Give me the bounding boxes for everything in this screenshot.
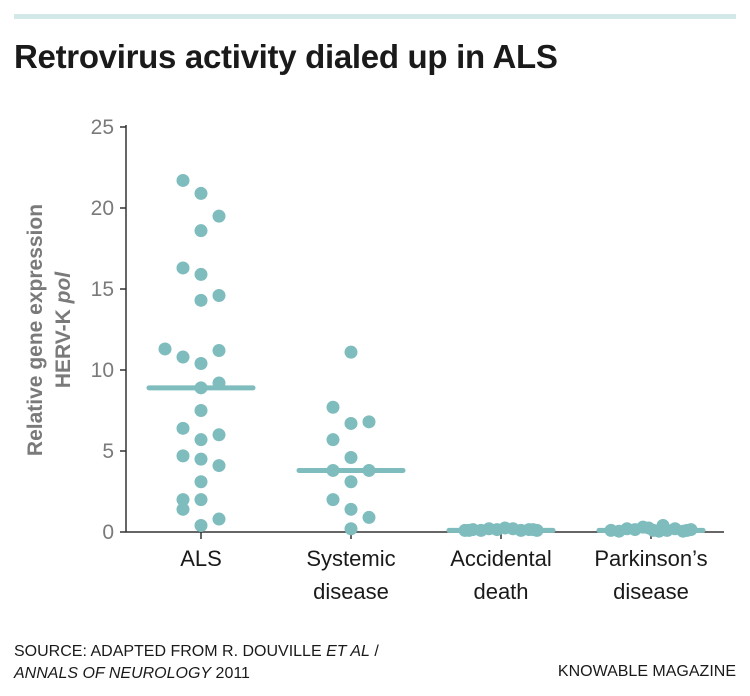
source-et-al: ET AL xyxy=(326,643,370,660)
y-tick-label: 10 xyxy=(91,359,114,382)
data-point xyxy=(212,512,226,526)
y-axis-label-line1: Relative gene expression xyxy=(24,204,47,456)
source-line-1: SOURCE: ADAPTED FROM R. DOUVILLE ET AL / xyxy=(14,641,379,663)
data-point xyxy=(362,415,376,429)
source-note: SOURCE: ADAPTED FROM R. DOUVILLE ET AL /… xyxy=(14,641,379,685)
data-point xyxy=(194,224,208,238)
data-point xyxy=(326,463,340,477)
data-point xyxy=(326,400,340,414)
data-point xyxy=(194,357,208,371)
data-point xyxy=(344,475,358,489)
data-point xyxy=(344,416,358,430)
data-point xyxy=(212,428,226,442)
y-axis-label-line2: HERV-K pol xyxy=(52,271,75,388)
data-point xyxy=(462,523,476,537)
data-point xyxy=(194,404,208,417)
source-slash: / xyxy=(369,643,379,660)
data-point xyxy=(526,523,540,537)
data-point xyxy=(176,502,190,516)
x-tick-label-line2: disease xyxy=(613,579,689,604)
data-point xyxy=(194,381,208,395)
data-point xyxy=(176,261,190,275)
data-point xyxy=(194,293,208,307)
data-point xyxy=(176,421,190,435)
y-axis-label-line2-text: HERV-K xyxy=(52,303,75,388)
data-point xyxy=(194,493,208,507)
chart-title: Retrovirus activity dialed up in ALS xyxy=(14,38,558,75)
data-point xyxy=(212,344,226,358)
top-rule xyxy=(14,14,736,19)
source-year: 2011 xyxy=(211,665,250,682)
data-point xyxy=(194,186,208,200)
data-point xyxy=(344,345,358,359)
data-point xyxy=(194,519,208,533)
x-tick-label: Systemic xyxy=(306,546,395,571)
x-tick-label-line2: disease xyxy=(313,579,389,604)
x-tick-label: Parkinson’s xyxy=(594,546,707,571)
data-point xyxy=(194,452,208,466)
data-point xyxy=(344,502,358,516)
source-line-2: ANNALS OF NEUROLOGY 2011 xyxy=(14,663,379,685)
y-tick-label: 15 xyxy=(91,278,114,301)
source-text: SOURCE: ADAPTED FROM R. DOUVILLE xyxy=(14,643,327,660)
data-point xyxy=(176,173,190,187)
data-point xyxy=(362,510,376,524)
data-point xyxy=(176,493,190,507)
data-point xyxy=(344,522,358,536)
data-point xyxy=(212,459,226,473)
data-point xyxy=(176,449,190,463)
y-tick-label: 25 xyxy=(91,116,114,139)
data-point xyxy=(326,433,340,447)
data-point xyxy=(684,523,698,537)
data-point xyxy=(212,209,226,223)
y-tick-label: 20 xyxy=(91,197,114,220)
data-point xyxy=(158,342,172,356)
source-journal: ANNALS OF NEUROLOGY xyxy=(14,665,212,682)
y-tick-label: 5 xyxy=(102,440,114,463)
data-point xyxy=(326,493,340,507)
data-point xyxy=(176,350,190,364)
brand-credit: KNOWABLE MAGAZINE xyxy=(557,663,736,680)
y-axis-label-line2-italic: pol xyxy=(52,271,75,305)
data-point xyxy=(212,376,226,390)
x-tick-label: ALS xyxy=(180,546,222,571)
data-point xyxy=(194,433,208,447)
x-tick-label: Accidental xyxy=(450,546,552,571)
data-point xyxy=(194,475,208,489)
data-point xyxy=(212,288,226,302)
data-point xyxy=(194,267,208,281)
x-tick-label-line2: death xyxy=(473,579,528,604)
y-tick-label: 0 xyxy=(102,521,114,544)
data-point xyxy=(344,450,358,464)
data-point xyxy=(362,463,376,477)
